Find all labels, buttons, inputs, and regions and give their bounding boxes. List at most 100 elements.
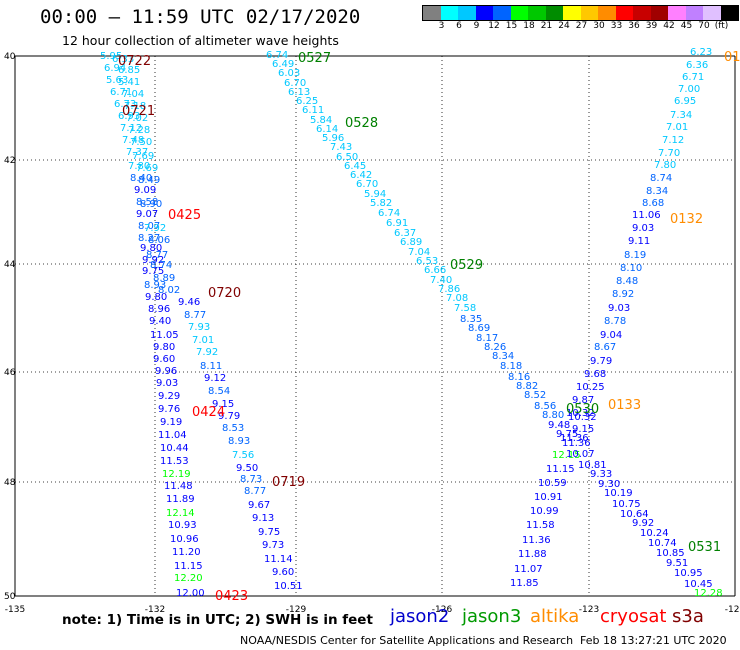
- wave-height-value: 7.12: [120, 123, 142, 134]
- color-scale-label: 18: [523, 21, 535, 31]
- wave-height-value: 11.20: [172, 547, 201, 558]
- wave-height-value: 8.06: [148, 235, 170, 246]
- track-track-b: 9.468.777.937.017.928.119.128.549.159.79…: [178, 297, 303, 592]
- wave-height-value: 12.20: [174, 573, 203, 584]
- wave-height-value: 7.34: [670, 110, 692, 121]
- wave-height-value: 7.92: [196, 347, 218, 358]
- wave-height-value: 9.40: [149, 316, 171, 327]
- wave-height-value: 7.40: [430, 275, 452, 286]
- wave-height-value: 7.37: [126, 147, 148, 158]
- wave-height-value: 10.93: [168, 520, 197, 531]
- wave-height-value: 9.50: [236, 463, 258, 474]
- wave-height-value: 6.74: [378, 208, 400, 219]
- wave-height-value: 7.86: [438, 284, 460, 295]
- map-grid: [14, 55, 736, 597]
- wave-height-value: 9.12: [204, 373, 226, 384]
- wave-height-value: 6.94: [104, 63, 126, 74]
- wave-height-value: 9.79: [590, 356, 612, 367]
- color-scale-label: (ft): [714, 21, 729, 31]
- wave-height-value: 8.27: [138, 233, 160, 244]
- wave-height-value: 8.54: [208, 386, 230, 397]
- pass-time-label: 0423: [215, 589, 248, 604]
- wave-height-value: 6.25: [296, 96, 318, 107]
- pass-time-label: 0529: [450, 258, 483, 273]
- wave-height-value: 11.36: [522, 535, 551, 546]
- wave-height-value: 9.73: [262, 540, 284, 551]
- pass-time-label: 0528: [345, 116, 378, 131]
- wave-height-value: 11.85: [510, 578, 539, 589]
- wave-height-value: 9.29: [158, 391, 180, 402]
- wave-height-value: 7.92: [144, 223, 166, 234]
- pass-time-label: 0720: [208, 286, 241, 301]
- wave-height-value: 8.18: [500, 361, 522, 372]
- color-scale-label: 15: [505, 21, 518, 31]
- wave-height-value: 9.75: [258, 527, 280, 538]
- wave-height-value: 8.78: [604, 316, 626, 327]
- pass-time-label: 0721: [122, 104, 155, 119]
- wave-height-value: 11.88: [518, 549, 547, 560]
- wave-height-value: 6.74: [266, 50, 288, 61]
- wave-height-value: 5.63: [106, 75, 128, 86]
- wave-height-value: 9.67: [248, 500, 270, 511]
- wave-height-value: 8.53: [222, 423, 244, 434]
- wave-height-value: 9.51: [666, 558, 688, 569]
- wave-height-value: 10.07: [566, 449, 595, 460]
- wave-height-value: 11.15: [174, 561, 203, 572]
- wave-height-value: 6.93: [118, 111, 140, 122]
- wave-height-value: 7.48: [122, 135, 144, 146]
- wave-height-value: 9.79: [218, 411, 240, 422]
- wave-height-value: 8.93: [228, 436, 250, 447]
- color-swatch: [423, 6, 441, 20]
- wave-height-value: 11.06: [632, 210, 661, 221]
- longitude-label: -135: [5, 605, 25, 615]
- axis-labels: -135 -132 -129 -126 -123 -120 40 42 44 46 48 50: [4, 52, 740, 615]
- wave-height-value: 8.77: [146, 250, 168, 261]
- longitude-label: -126: [432, 605, 453, 615]
- color-swatch: [685, 6, 703, 20]
- wave-height-value: 9.75: [556, 429, 578, 440]
- wave-height-value: 9.80: [140, 243, 162, 254]
- pass-labels: 0722 0721 0425 0720 0424 0719 0423 0527 0528 0529…: [118, 50, 740, 604]
- wave-height-value: 7.80: [128, 161, 150, 172]
- wave-height-value: 8.35: [460, 314, 482, 325]
- wave-height-value: 8.89: [153, 273, 175, 284]
- longitude-label: -123: [579, 605, 599, 615]
- wave-height-value: 10.59: [538, 478, 567, 489]
- pass-time-label: 0133: [608, 398, 641, 413]
- wave-height-value: 7.04: [122, 89, 144, 100]
- color-scale-label: 42: [663, 21, 675, 31]
- track-track-d: 6.23 6.366.717.006.95 7.347.01 7.12 7.707.80…: [510, 47, 712, 589]
- wave-height-value: 7.80: [654, 160, 676, 171]
- wave-height-value: 10.91: [534, 492, 563, 503]
- pass-time-label: 0530: [566, 402, 599, 417]
- wave-height-value: 8.40: [130, 173, 152, 184]
- color-scale-label: 3: [438, 21, 445, 31]
- altimeter-tracks: 5.956.336.946.855.635.416.717.046.737.18…: [100, 47, 723, 599]
- wave-height-value: 9.13: [252, 513, 274, 524]
- wave-height-value: 8.73: [240, 474, 262, 485]
- wave-height-value: 12.15: [552, 450, 581, 461]
- wave-height-value: 7.01: [192, 335, 214, 346]
- wave-height-value: 5.82: [370, 198, 392, 209]
- wave-height-value: 5.41: [118, 77, 140, 88]
- wave-height-value: 7.56: [232, 450, 254, 461]
- wave-height-value: 11.04: [158, 430, 187, 441]
- map-title: 00:00 – 11:59 UTC 02/17/2020: [40, 6, 361, 28]
- wave-height-value: 9.46: [178, 297, 200, 308]
- wave-height-value: 8.17: [476, 333, 498, 344]
- wave-height-value: 8.67: [594, 342, 616, 353]
- latitude-label: 48: [4, 478, 16, 488]
- pass-time-label: 0722: [118, 54, 151, 69]
- wave-height-value: 7.58: [454, 303, 476, 314]
- latitude-label: 44: [4, 260, 16, 270]
- wave-height-value: 9.96: [155, 366, 177, 377]
- color-scale-label: 45: [680, 21, 693, 31]
- wave-height-value: 9.30: [598, 479, 620, 490]
- wave-height-value: 8.11: [200, 361, 222, 372]
- units-note: note: 1) Time is in UTC; 2) SWH is in fe…: [62, 612, 373, 628]
- wave-height-value: 8.16: [508, 372, 530, 383]
- color-swatch: [528, 6, 546, 20]
- color-swatch: [633, 6, 651, 20]
- wave-height-value: 6.42: [350, 170, 372, 181]
